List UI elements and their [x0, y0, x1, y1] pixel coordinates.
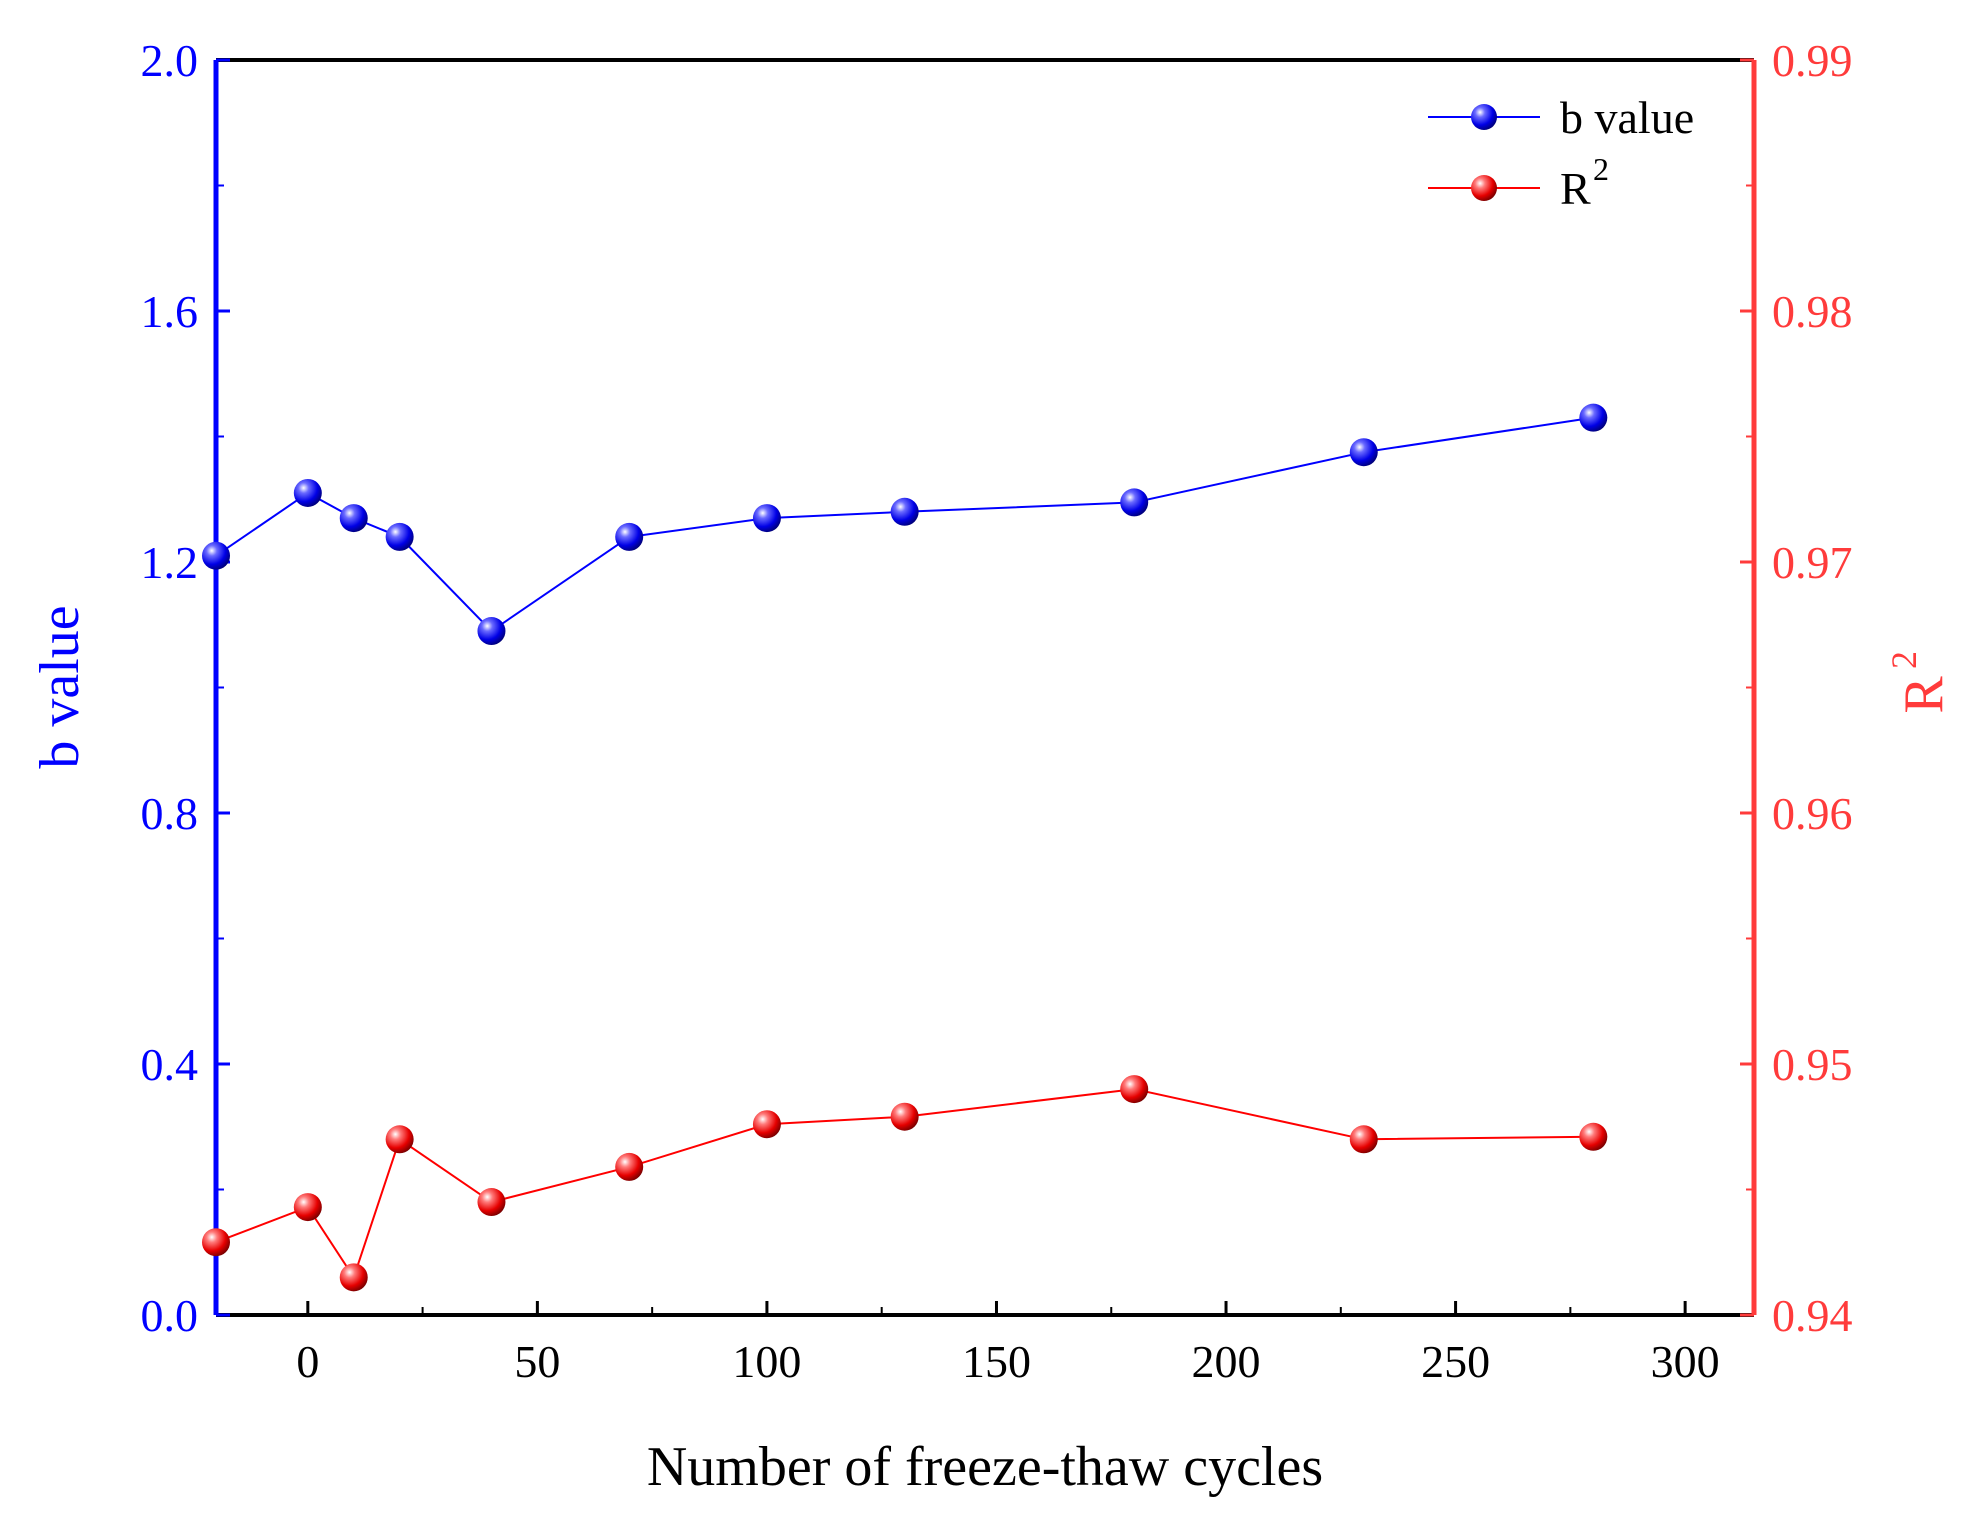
x-tick-label: 100 [732, 1336, 801, 1387]
y2-tick-label: 0.96 [1772, 788, 1853, 839]
legend-label-r2-sup: 2 [1593, 151, 1609, 187]
series-layer [202, 403, 1608, 1292]
y2-tick-label: 0.97 [1772, 537, 1853, 588]
y-tick-group: 0.0 0.4 0.8 1.2 1.6 2.0 [141, 35, 230, 1341]
x-axis-title: Number of freeze-thaw cycles [647, 1436, 1323, 1498]
x-tick-label: 0 [296, 1336, 319, 1387]
y2-tick-label: 0.99 [1772, 35, 1853, 86]
data-point-b-value [1120, 488, 1149, 517]
data-point-r2 [752, 1110, 781, 1139]
y-tick-label: 2.0 [141, 35, 199, 86]
data-point-r2 [477, 1188, 506, 1217]
y2-tick-label: 0.94 [1772, 1290, 1853, 1341]
legend-marker-r2 [1471, 175, 1497, 201]
data-point-r2 [1120, 1075, 1149, 1104]
x-tick-label: 300 [1651, 1336, 1720, 1387]
data-point-b-value [1349, 438, 1378, 467]
data-point-b-value [202, 541, 230, 570]
y2-tick-label: 0.95 [1772, 1039, 1853, 1090]
y2-tick-group: 0.94 0.95 0.96 0.97 0.98 0.99 [1740, 35, 1853, 1341]
data-point-r2 [385, 1125, 414, 1154]
data-point-b-value [1579, 403, 1608, 432]
x-tick-group: 0 50 100 150 200 250 300 [296, 1301, 1720, 1387]
data-point-r2 [890, 1102, 919, 1131]
x-tick-label: 200 [1192, 1336, 1261, 1387]
y2-axis-title: R 2 [1884, 651, 1955, 714]
legend-label-b-value: b value [1560, 92, 1694, 143]
y2-axis-title-base: R [1893, 676, 1955, 714]
data-point-r2 [339, 1263, 368, 1292]
data-point-b-value [752, 504, 781, 533]
x-tick-label: 150 [962, 1336, 1031, 1387]
data-point-b-value [477, 617, 506, 646]
data-point-r2 [1579, 1122, 1608, 1151]
data-point-b-value [615, 522, 644, 551]
y-tick-label: 1.2 [141, 537, 199, 588]
y-axis-title: b value [29, 605, 91, 768]
data-point-b-value [293, 478, 322, 507]
data-point-r2 [202, 1228, 230, 1257]
legend: b value R 2 [1428, 92, 1694, 214]
legend-marker-b-value [1471, 104, 1497, 130]
data-point-r2 [293, 1193, 322, 1222]
x-tick-label: 250 [1421, 1336, 1490, 1387]
data-point-b-value [385, 522, 414, 551]
data-point-r2 [1349, 1125, 1378, 1154]
data-point-b-value [339, 504, 368, 533]
x-tick-label: 50 [514, 1336, 560, 1387]
data-point-b-value [890, 497, 919, 526]
y-tick-label: 0.4 [141, 1039, 199, 1090]
data-point-r2 [615, 1152, 644, 1181]
y2-axis-title-sup: 2 [1884, 651, 1924, 669]
y2-tick-label: 0.98 [1772, 286, 1853, 337]
y-tick-label: 1.6 [141, 286, 199, 337]
legend-label-r2: R [1560, 163, 1591, 214]
y-tick-label: 0.8 [141, 788, 199, 839]
y-tick-label: 0.0 [141, 1290, 199, 1341]
